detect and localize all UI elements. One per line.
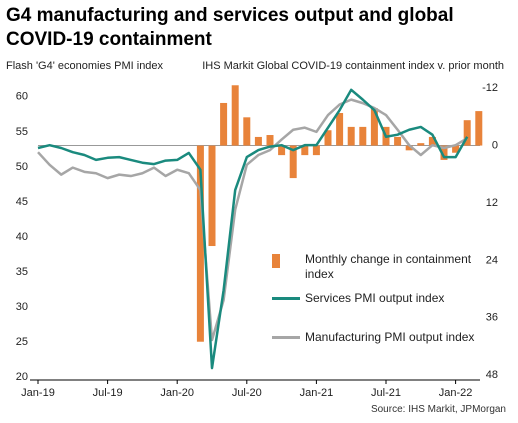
bar — [278, 145, 286, 156]
bar — [405, 145, 413, 151]
bar — [208, 145, 216, 247]
y-tick-label: 35 — [16, 266, 28, 278]
y2-tick-label: -12 — [482, 82, 498, 94]
bar — [301, 145, 309, 156]
bar — [312, 145, 320, 156]
x-tick-label: Jul-19 — [93, 387, 123, 399]
y-tick-label: 40 — [16, 231, 28, 243]
source: Source: IHS Markit, JPMorgan — [370, 404, 506, 415]
bar — [463, 120, 471, 146]
y2-tick-label: 0 — [492, 139, 498, 151]
chart-title: G4 manufacturing and services output and… — [6, 5, 454, 50]
x-tick-label: Jul-21 — [371, 387, 401, 399]
y-tick-label: 30 — [16, 301, 28, 313]
bar — [254, 136, 262, 146]
bar — [452, 145, 460, 153]
bar — [231, 85, 239, 146]
legend-label: Manufacturing PMI output index — [305, 330, 475, 344]
bar — [475, 111, 483, 146]
y2-tick-label: 12 — [486, 197, 498, 209]
bar — [220, 102, 228, 146]
x-tick-label: Jan-20 — [160, 387, 194, 399]
bar — [196, 145, 204, 342]
y2-tick-label: 24 — [486, 254, 498, 266]
line — [37, 88, 469, 370]
bar — [417, 143, 425, 146]
y-tick-label: 55 — [16, 126, 28, 138]
y-tick-label: 25 — [16, 336, 28, 348]
x-tick-label: Jan-19 — [21, 387, 55, 399]
bar — [428, 136, 436, 146]
bar — [370, 108, 378, 146]
bar — [347, 126, 355, 146]
legend-swatch — [272, 297, 300, 300]
legend-label: Monthly change in containment index — [305, 252, 472, 281]
y-tick-label: 60 — [16, 91, 28, 103]
x-tick-label: Jan-21 — [300, 387, 334, 399]
y2-tick-label: 36 — [486, 312, 498, 324]
y-axis-label: Flash 'G4' economies PMI index — [6, 60, 164, 72]
bar — [243, 117, 251, 146]
bar — [394, 136, 402, 146]
x-tick-label: Jul-20 — [232, 387, 262, 399]
y2-axis-label: IHS Markit Global COVID-19 containment i… — [202, 60, 504, 72]
legend-label: Services PMI output index — [305, 291, 445, 305]
y-tick-label: 20 — [16, 371, 28, 383]
legend-swatch — [272, 336, 300, 339]
y-tick-label: 50 — [16, 161, 28, 173]
line — [37, 98, 468, 342]
legend-swatch — [272, 254, 280, 268]
bar — [336, 113, 344, 146]
bar — [266, 135, 274, 146]
y2-tick-label: 48 — [486, 369, 498, 381]
bar — [359, 126, 367, 146]
x-tick-label: Jan-22 — [439, 387, 473, 399]
y-tick-label: 45 — [16, 196, 28, 208]
bar — [289, 145, 297, 179]
bar — [324, 130, 332, 146]
bar — [440, 145, 448, 160]
